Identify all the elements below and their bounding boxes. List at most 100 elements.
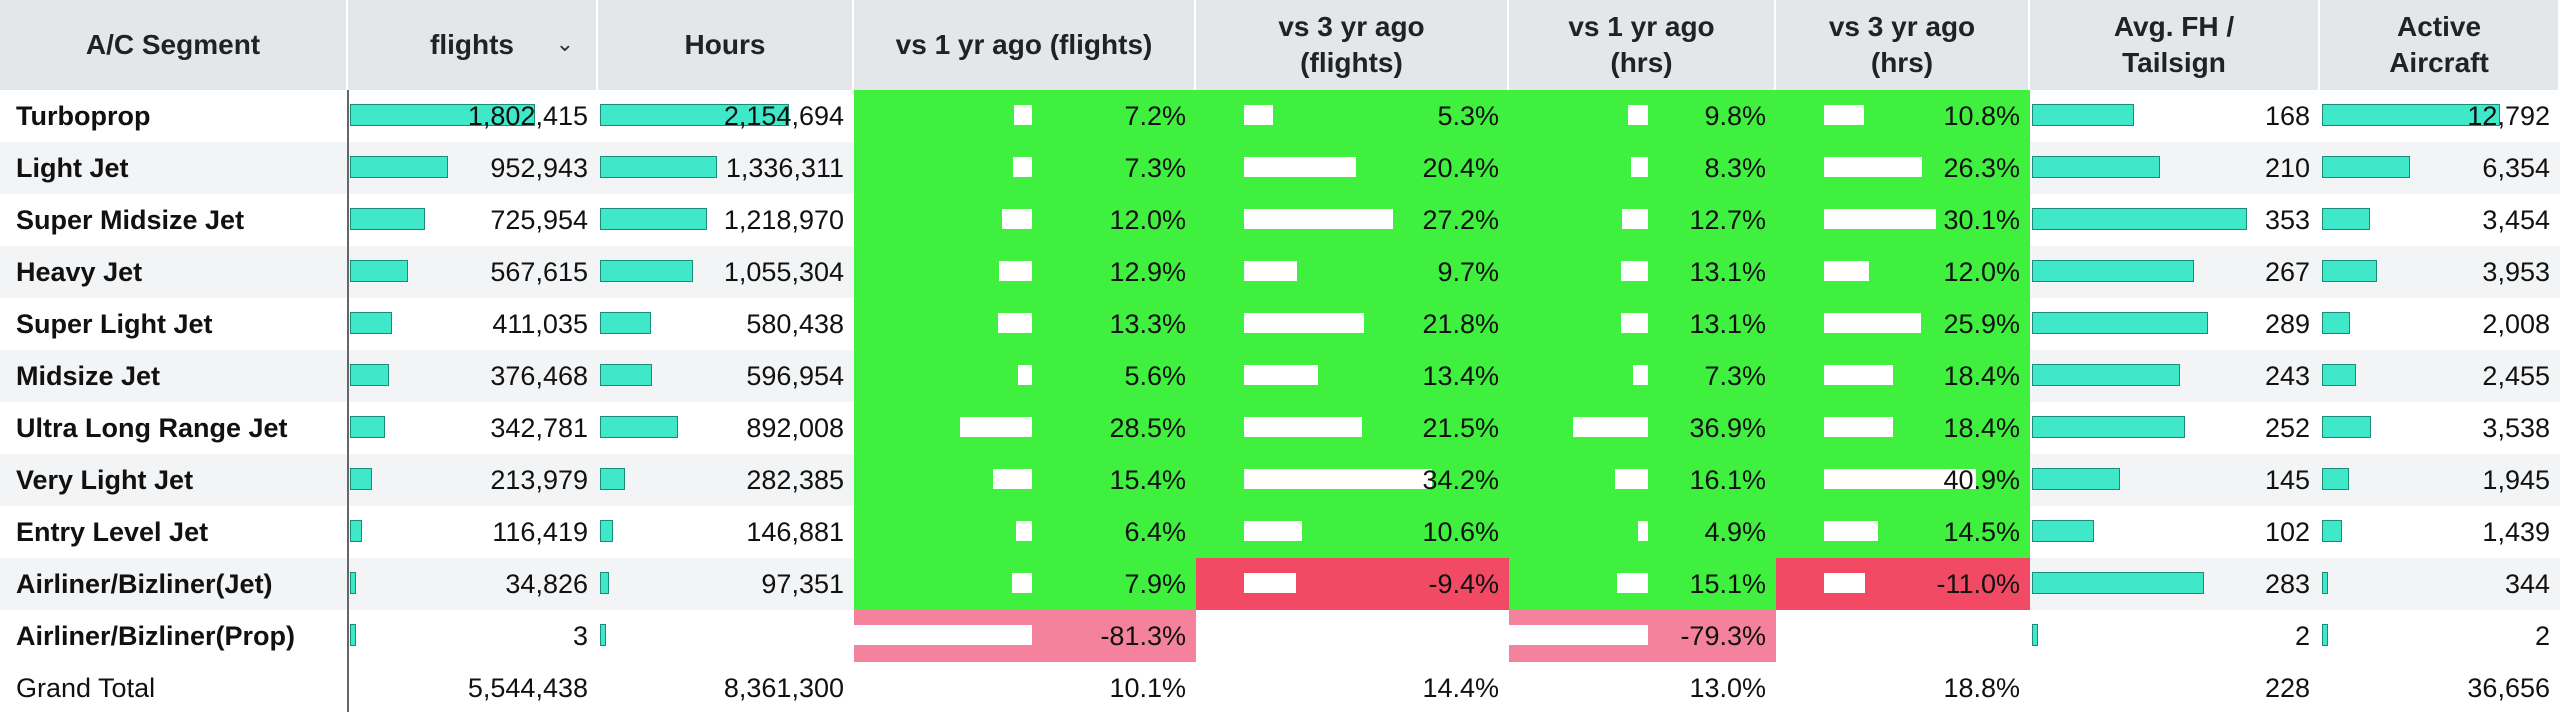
cell-v3f: 21.8% [1196,298,1509,350]
cell-avg: 243 [2030,350,2320,402]
cell-v3h: 40.9% [1776,454,2030,506]
change-bar [1015,521,1032,541]
cell-value: 168 [2264,101,2310,131]
cell-value: 376,468 [490,361,588,391]
cell-value: 34,826 [505,569,588,599]
header-avg-fh[interactable]: Avg. FH / Tailsign [2030,0,2320,90]
table-row[interactable]: Turboprop 1,802,415 2,154,694 7.2% 5.3% 9.8% 1… [0,90,2560,142]
table-row[interactable]: Entry Level Jet 116,419 146,881 6.4% 10.6% 4.… [0,506,2560,558]
cell-v1f: 15.4% [854,454,1196,506]
cell-avg: 102 [2030,506,2320,558]
change-bar [1622,209,1648,229]
value-bar [2322,208,2370,230]
value-bar [600,104,790,126]
cell-value: 12.9% [1109,257,1186,287]
cell-flights: 116,419 [348,506,598,558]
header-flights[interactable]: flights ⌄ [348,0,598,90]
cell-value: 7.3% [1124,153,1186,183]
cell-active: 3,538 [2320,402,2560,454]
table-row[interactable]: Midsize Jet 376,468 596,954 5.6% 13.4% 7.3% 18… [0,350,2560,402]
cell-active: 6,354 [2320,142,2560,194]
cell-segment: Turboprop [16,101,151,131]
chevron-down-icon[interactable]: ⌄ [555,31,574,56]
header-vs1y-flights[interactable]: vs 1 yr ago (flights) [854,0,1196,90]
cell-segment: Light Jet [16,153,129,183]
header-vs3y-hrs[interactable]: vs 3 yr ago (hrs) [1776,0,2030,90]
cell-value: 36,656 [2467,673,2550,703]
cell-v3h: 14.5% [1776,506,2030,558]
change-bar [1631,157,1648,177]
table-row[interactable]: Airliner/Bizliner(Jet) 34,826 97,351 7.9% -9… [0,558,2560,610]
change-bar [1615,469,1648,489]
cell-hours: 8,361,300 [598,662,854,714]
change-bar [1824,313,1921,333]
cell-v3f: 10.6% [1196,506,1509,558]
cell-value: 28.5% [1109,413,1186,443]
table-row[interactable]: Very Light Jet 213,979 282,385 15.4% 34.2% 16… [0,454,2560,506]
header-vs3y-flights[interactable]: vs 3 yr ago (flights) [1196,0,1509,90]
change-bar [1621,261,1648,281]
cell-active: 2,455 [2320,350,2560,402]
cell-segment: Midsize Jet [16,361,161,391]
cell-v1f: 12.9% [854,246,1196,298]
value-bar [600,572,609,594]
cell-value: 97,351 [761,569,844,599]
cell-segment: Very Light Jet [16,465,194,495]
cell-active: 344 [2320,558,2560,610]
cell-value: 20.4% [1422,153,1499,183]
cell-value: 342,781 [490,413,588,443]
cell-active: 1,945 [2320,454,2560,506]
cell-v1h: 9.8% [1509,90,1776,142]
cell-value: 725,954 [490,205,588,235]
change-bar [1617,573,1648,593]
value-bar [600,156,718,178]
header-segment[interactable]: A/C Segment [0,0,348,90]
cell-value: 580,438 [746,309,844,339]
table-row[interactable]: Light Jet 952,943 1,336,311 7.3% 20.4% 8.3% 26… [0,142,2560,194]
cell-v1f: 28.5% [854,402,1196,454]
table-row[interactable]: Super Light Jet 411,035 580,438 13.3% 21.8% 1… [0,298,2560,350]
cell-value: 9.8% [1704,101,1766,131]
table-row[interactable]: Airliner/Bizliner(Prop) 34 -81.3% -79.3% 2 2 [0,610,2560,662]
column-divider [347,90,349,712]
cell-value: 18.4% [1943,361,2020,391]
change-bar [1013,105,1032,125]
grand-total-row[interactable]: Grand Total 5,544,438 8,361,300 10.1% 14.4% 1… [0,662,2560,714]
value-bar [350,156,448,178]
cell-flights: 725,954 [348,194,598,246]
header-active[interactable]: Active Aircraft [2320,0,2560,90]
cell-v3h: 12.0% [1776,246,2030,298]
value-bar [2032,312,2208,334]
change-bar [1244,105,1274,125]
value-bar [2032,156,2160,178]
value-bar [2322,364,2357,386]
cell-v3h: 30.1% [1776,194,2030,246]
cell-hours: 97,351 [598,558,854,610]
change-bar [1244,417,1363,437]
cell-value: 6.4% [1124,517,1186,547]
change-bar [1824,469,1977,489]
value-bar [350,312,393,334]
cell-value: 7.9% [1124,569,1186,599]
value-bar [2322,572,2328,594]
value-bar [600,520,613,542]
cell-value: 13.4% [1422,361,1499,391]
cell-value: 21.8% [1422,309,1499,339]
change-bar [1637,521,1648,541]
value-bar [350,416,386,438]
cell-value: 1,336,311 [725,153,844,183]
cell-v1h: 13.1% [1509,298,1776,350]
header-hours[interactable]: Hours [598,0,854,90]
value-bar [2322,468,2349,490]
header-vs1y-hrs[interactable]: vs 1 yr ago (hrs) [1509,0,1776,90]
value-bar [2032,572,2205,594]
cell-avg: 353 [2030,194,2320,246]
table-row[interactable]: Heavy Jet 567,615 1,055,304 12.9% 9.7% 13.1% 1… [0,246,2560,298]
change-bar [1824,157,1922,177]
table-row[interactable]: Ultra Long Range Jet 342,781 892,008 28.5% 2… [0,402,2560,454]
table-row[interactable]: Super Midsize Jet 725,954 1,218,970 12.0% 27… [0,194,2560,246]
cell-hours: 1,055,304 [598,246,854,298]
cell-segment: Airliner/Bizliner(Prop) [16,621,296,651]
cell-value: 1,439 [2482,517,2550,547]
value-bar [600,312,652,334]
